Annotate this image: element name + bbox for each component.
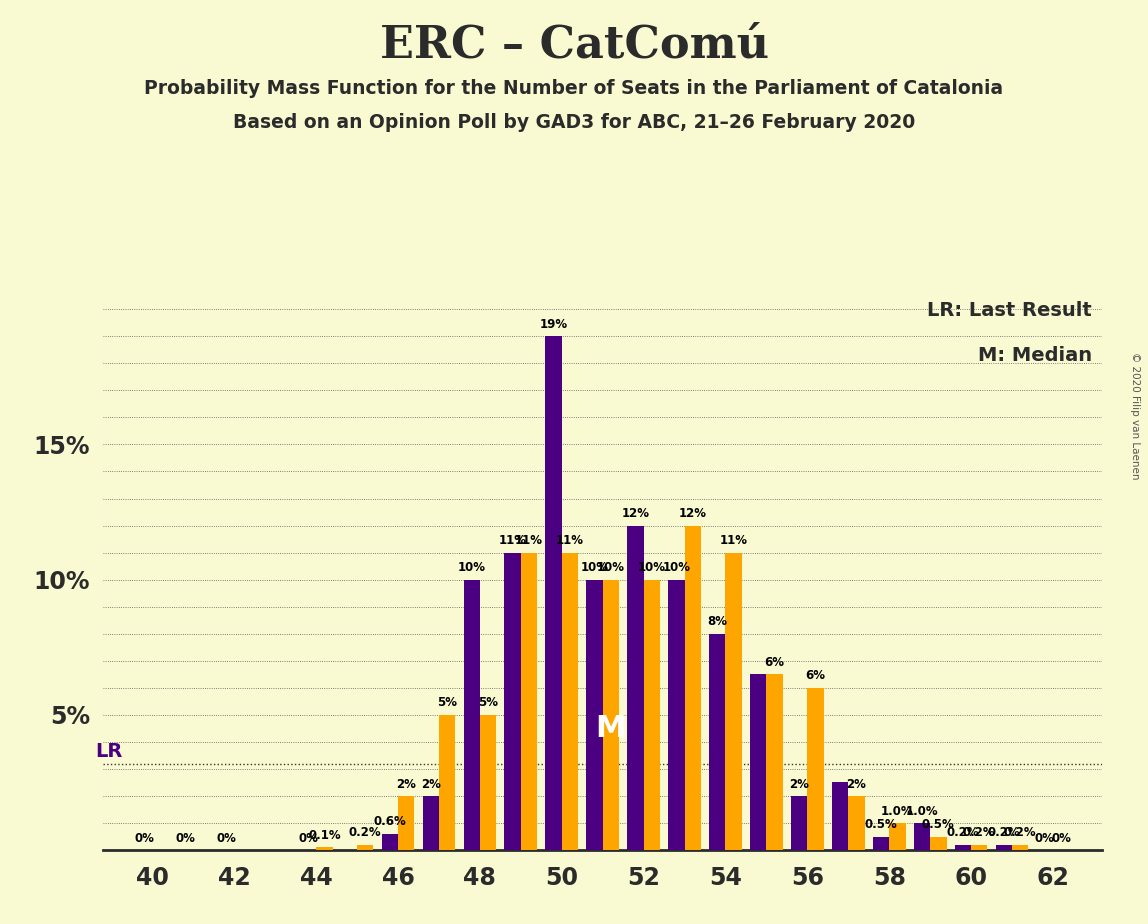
Text: 10%: 10% (597, 561, 625, 574)
Bar (504, 553, 521, 850)
Bar (439, 715, 456, 850)
Text: 2%: 2% (846, 778, 867, 791)
Text: 6%: 6% (806, 669, 825, 683)
Text: 11%: 11% (556, 534, 584, 547)
Bar (750, 675, 767, 850)
Text: 0.2%: 0.2% (963, 826, 995, 839)
Bar (521, 553, 537, 850)
Bar (603, 579, 619, 850)
Bar (627, 526, 644, 850)
Text: LR: LR (95, 742, 123, 760)
Text: 10%: 10% (581, 561, 608, 574)
Text: 10%: 10% (638, 561, 666, 574)
Text: 0.1%: 0.1% (308, 829, 341, 842)
Text: 0.2%: 0.2% (349, 826, 381, 839)
Text: 1.0%: 1.0% (882, 805, 914, 818)
Bar (832, 783, 848, 850)
Text: 11%: 11% (720, 534, 747, 547)
Bar (422, 796, 439, 850)
Bar (807, 687, 824, 850)
Bar (316, 847, 333, 850)
Bar (644, 579, 660, 850)
Bar (872, 836, 890, 850)
Bar (709, 634, 726, 850)
Bar (464, 579, 480, 850)
Text: 0%: 0% (176, 832, 195, 845)
Bar (890, 823, 906, 850)
Text: ERC – CatComú: ERC – CatComú (380, 23, 768, 67)
Bar (561, 553, 579, 850)
Text: 11%: 11% (498, 534, 527, 547)
Text: 0%: 0% (1034, 832, 1055, 845)
Bar (767, 675, 783, 850)
Text: 0.2%: 0.2% (947, 826, 979, 839)
Text: 0%: 0% (134, 832, 154, 845)
Text: Based on an Opinion Poll by GAD3 for ABC, 21–26 February 2020: Based on an Opinion Poll by GAD3 for ABC… (233, 113, 915, 132)
Text: 5%: 5% (437, 697, 457, 710)
Text: 6%: 6% (765, 656, 784, 669)
Text: 0%: 0% (216, 832, 236, 845)
Bar (791, 796, 807, 850)
Text: 0.2%: 0.2% (987, 826, 1021, 839)
Text: 0%: 0% (298, 832, 318, 845)
Bar (545, 336, 561, 850)
Bar (955, 845, 971, 850)
Text: 0.6%: 0.6% (373, 816, 406, 829)
Text: M: Median: M: Median (978, 346, 1092, 365)
Text: 0%: 0% (1052, 832, 1071, 845)
Bar (684, 526, 701, 850)
Text: 0.5%: 0.5% (864, 818, 898, 832)
Text: 0.2%: 0.2% (1003, 826, 1037, 839)
Text: 12%: 12% (621, 507, 650, 520)
Text: 1.0%: 1.0% (906, 805, 938, 818)
Bar (357, 845, 373, 850)
Text: 10%: 10% (662, 561, 690, 574)
Bar (995, 845, 1013, 850)
Bar (726, 553, 742, 850)
Bar (668, 579, 684, 850)
Bar (381, 833, 398, 850)
Text: 10%: 10% (458, 561, 486, 574)
Bar (587, 579, 603, 850)
Bar (848, 796, 864, 850)
Bar (914, 823, 930, 850)
Text: 8%: 8% (707, 615, 728, 628)
Text: 0.5%: 0.5% (922, 818, 955, 832)
Bar (1013, 845, 1029, 850)
Text: M: M (596, 714, 626, 743)
Bar (971, 845, 987, 850)
Text: © 2020 Filip van Laenen: © 2020 Filip van Laenen (1130, 352, 1140, 480)
Text: 19%: 19% (540, 318, 567, 331)
Bar (398, 796, 414, 850)
Text: 12%: 12% (678, 507, 707, 520)
Text: 11%: 11% (515, 534, 543, 547)
Text: LR: Last Result: LR: Last Result (928, 301, 1092, 321)
Text: 2%: 2% (421, 778, 441, 791)
Text: Probability Mass Function for the Number of Seats in the Parliament of Catalonia: Probability Mass Function for the Number… (145, 79, 1003, 98)
Bar (480, 715, 496, 850)
Bar (930, 836, 947, 850)
Text: 2%: 2% (396, 778, 417, 791)
Text: 2%: 2% (789, 778, 809, 791)
Text: 5%: 5% (478, 697, 498, 710)
